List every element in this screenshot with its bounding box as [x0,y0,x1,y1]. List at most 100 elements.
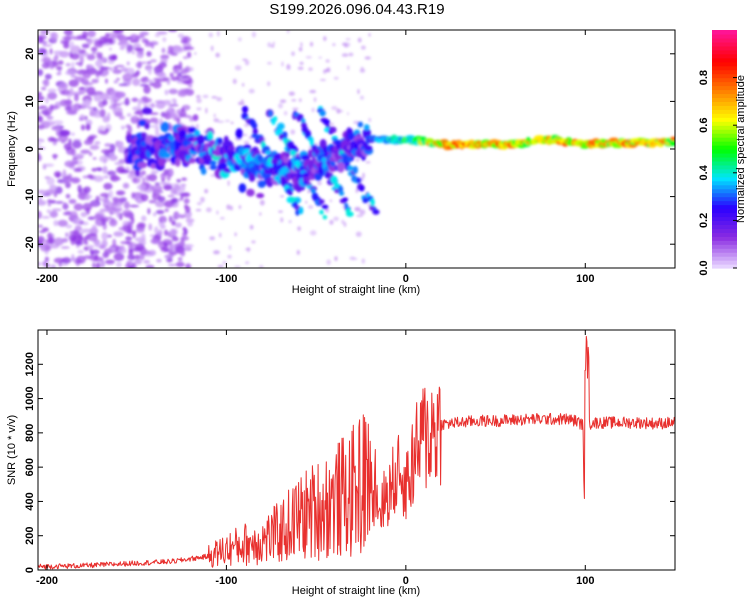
heatmap-cell [104,78,109,84]
heatmap-cell [38,106,44,110]
heatmap-cell [338,191,345,196]
heatmap-cell [83,246,89,251]
x-tick-label: -200 [36,575,58,587]
heatmap-cell [116,77,120,81]
y-tick-label: 0 [24,146,36,152]
colorbar-tick-label: 0.8 [698,70,710,85]
heatmap-cell [129,40,140,43]
heatmap-cell [241,105,249,113]
heatmap-cell [205,207,212,213]
heatmap-cell [64,70,76,76]
colorbar-band [712,33,737,39]
heatmap-cell [102,99,108,106]
heatmap-cell [112,238,117,247]
heatmap-cell [147,67,152,75]
heatmap-cell [38,37,44,44]
heatmap-cell [296,113,304,121]
heatmap-cell [337,161,345,173]
heatmap-cell [63,176,72,179]
heatmap-cell [245,261,250,264]
heatmap-cell [122,182,130,189]
heatmap-cell [154,132,161,137]
heatmap-cell [127,172,137,180]
heatmap-cell [148,173,158,182]
heatmap-cell [329,219,334,225]
heatmap-cell [323,36,327,42]
snr-frame [37,329,676,571]
heatmap-cell [234,65,242,71]
heatmap-cell [83,186,91,193]
heatmap-cell [63,202,68,209]
y-tick-label: -10 [24,189,36,205]
heatmap-cell [40,86,47,91]
heatmap-cell [207,166,210,171]
heatmap-cell [41,30,46,37]
colorbar-band [712,113,737,118]
heatmap-cell [345,38,351,41]
colorbar-band [712,180,737,186]
heatmap-cell [305,200,308,204]
heatmap-cell [91,108,100,117]
heatmap-cell [288,220,292,224]
heatmap-cell [148,41,159,46]
heatmap-cell [116,190,125,196]
heatmap-cell [181,80,192,85]
heatmap-cell [47,91,58,100]
colorbar-band [712,133,737,138]
heatmap-cell [93,94,102,102]
heatmap-cell [267,81,271,87]
y-tick-label: 400 [24,492,36,510]
heatmap-cell [183,46,195,51]
heatmap-cell [115,64,125,68]
heatmap-cell [195,94,201,99]
heatmap-cell [74,161,79,165]
heatmap-cell [305,176,310,183]
heatmap-cell [70,148,76,157]
heatmap-cell [103,182,113,190]
heatmap-cell [161,221,165,229]
heatmap-cell [286,63,290,69]
heatmap-cell [274,167,280,175]
heatmap-cell [154,100,165,104]
heatmap-cell [100,92,110,101]
heatmap-cell [54,186,63,195]
heatmap-cell [38,189,47,194]
heatmap-cell [204,188,209,194]
heatmap-cell [69,210,78,219]
heatmap-cell [187,220,193,227]
heatmap-cell [329,199,333,203]
y-tick-label: -20 [24,236,36,252]
heatmap-cell [346,112,349,116]
heatmap-cell [41,62,50,69]
heatmap-cell [146,104,156,107]
colorbar-band [712,208,737,214]
heatmap-cell [669,141,675,146]
heatmap-cell [359,209,366,216]
heatmap-cell [169,72,174,78]
heatmap-cell [355,188,359,193]
heatmap-cell [162,37,167,43]
heatmap-cell [166,50,176,56]
heatmap-cell [51,208,62,212]
heatmap-cell [291,99,297,102]
heatmap-cell [91,78,99,84]
heatmap-cell [131,50,136,55]
colorbar-band [712,81,737,87]
heatmap-cell [108,47,113,51]
heatmap-cell [160,172,166,180]
heatmap-cell [100,260,106,268]
heatmap-cell [188,157,197,164]
heatmap-cell [154,200,165,208]
heatmap-cell [99,197,109,201]
heatmap-cell [38,235,45,244]
heatmap-cell [251,240,256,244]
heatmap-cell [87,174,94,179]
heatmap-cell [119,45,125,51]
heatmap-cell [93,213,104,221]
heatmap-cell [177,72,183,77]
heatmap-cell [109,143,116,152]
heatmap-cell [286,30,290,34]
heatmap-cell [242,82,245,87]
colorbar-band [712,204,737,210]
heatmap-cell [322,119,331,125]
